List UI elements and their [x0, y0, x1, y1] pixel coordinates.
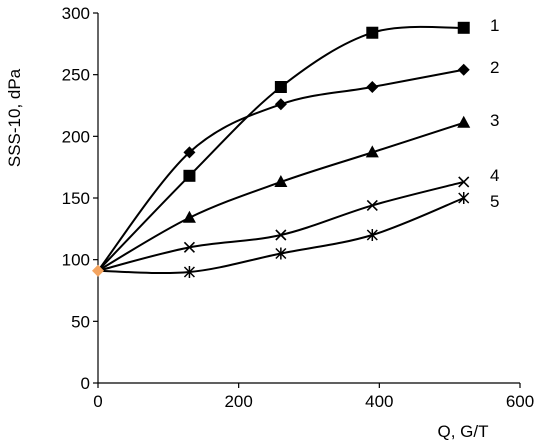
- data-point-diamond: [183, 146, 196, 159]
- data-point-x: [366, 199, 378, 211]
- x-tick-label: 400: [365, 392, 393, 411]
- y-tick-label: 50: [71, 312, 90, 331]
- y-tick-label: 200: [62, 127, 90, 146]
- x-tick-label: 0: [93, 392, 102, 411]
- series-label-4: 4: [490, 166, 499, 185]
- data-point-asterisk: [183, 266, 195, 278]
- data-point-square: [366, 26, 379, 39]
- data-point-x: [183, 241, 195, 253]
- data-point-diamond: [457, 63, 470, 76]
- data-point-x: [458, 176, 470, 188]
- data-point-diamond: [274, 98, 287, 111]
- axes: [97, 13, 520, 384]
- data-point-x: [275, 229, 287, 241]
- y-tick-label: 150: [62, 189, 90, 208]
- series-label-1: 1: [490, 16, 499, 35]
- data-point-asterisk: [458, 192, 470, 204]
- series-label-2: 2: [490, 58, 499, 77]
- series-4: 4: [97, 166, 499, 272]
- data-point-square: [457, 21, 470, 34]
- series-layer: 1 2 3 4 5: [92, 16, 499, 278]
- series-1: 1: [97, 16, 499, 272]
- y-tick-label: 0: [81, 374, 90, 393]
- series-3: 3: [97, 111, 499, 272]
- data-point-triangle: [274, 174, 288, 187]
- x-tick-label: 200: [224, 392, 252, 411]
- ticks: 0 50 100 150 200 250 300 0 200 400 600: [62, 4, 535, 411]
- y-tick-label: 100: [62, 251, 90, 270]
- data-point-asterisk: [366, 229, 378, 241]
- y-tick-label: 250: [62, 66, 90, 85]
- y-axis-title: SSS-10, dPa: [5, 68, 24, 167]
- x-tick-label: 600: [506, 392, 534, 411]
- series-line-2: [97, 68, 464, 272]
- series-5: 5: [97, 192, 499, 278]
- y-tick-label: 300: [62, 4, 90, 23]
- start-point-marker: [92, 264, 104, 277]
- data-point-diamond: [366, 81, 379, 93]
- series-label-3: 3: [490, 111, 499, 130]
- data-point-square: [274, 81, 287, 93]
- data-point-asterisk: [275, 247, 287, 260]
- series-label-5: 5: [490, 192, 499, 211]
- data-point-triangle: [365, 145, 379, 158]
- series-2: 2: [97, 58, 499, 272]
- data-point-square: [183, 169, 196, 182]
- data-point-triangle: [182, 210, 196, 223]
- x-axis-title: Q, G/T: [438, 422, 489, 441]
- data-point-triangle: [457, 115, 471, 128]
